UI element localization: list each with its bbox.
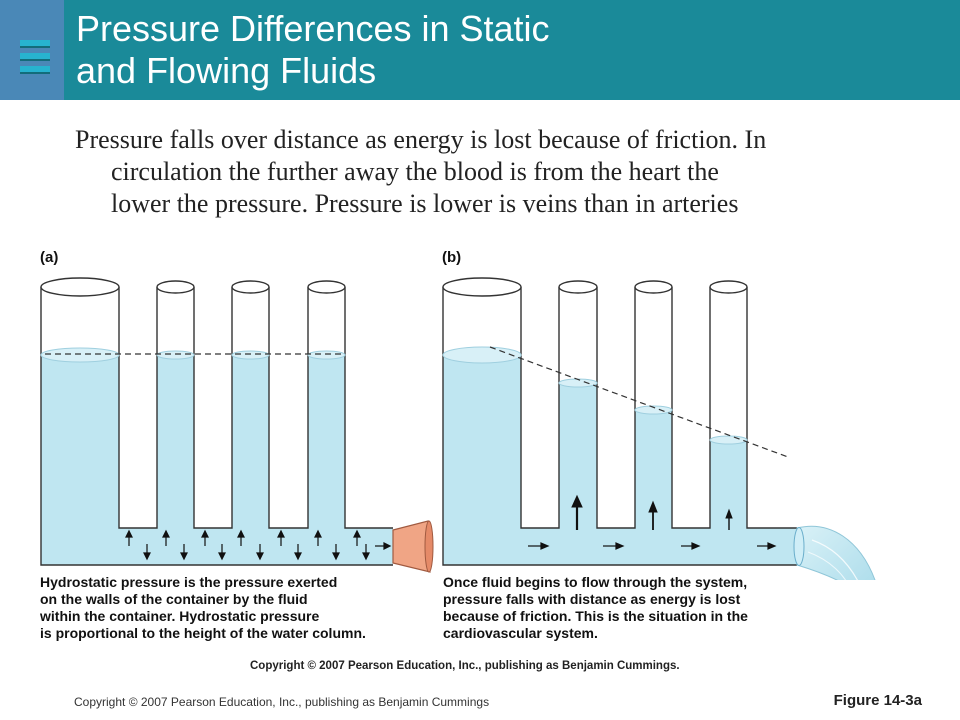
caption-b-line: Once fluid begins to flow through the sy… [443,574,748,590]
panel-b-pressure-arrows [528,494,777,550]
panel-a-static-system [40,277,434,573]
title-line-1: Pressure Differences in Static [76,8,550,49]
caption-b-line: pressure falls with distance as energy i… [443,591,741,607]
footer-copyright: Copyright © 2007 Pearson Education, Inc.… [74,695,490,709]
header-tab [0,0,64,100]
panel-b-water [443,355,797,565]
body-line-2: circulation the further away the blood i… [111,157,719,186]
stopper-icon [392,520,434,573]
caption-a-line: within the container. Hydrostatic pressu… [40,608,320,624]
figure-number-label: Figure 14-3a [833,692,922,709]
caption-b-line: because of friction. This is the situati… [443,608,748,624]
pressure-diagram [40,277,876,580]
caption-a-line: on the walls of the container by the flu… [40,591,308,607]
caption-b-line: cardiovascular system. [443,625,598,641]
panel-b-label: (b) [442,249,462,266]
body-line-3: lower the pressure. Pressure is lower is… [111,189,739,218]
panel-a-pressure-arrows [125,529,392,561]
caption-a: Hydrostatic pressure is the pressure exe… [40,574,420,642]
title-line-2: and Flowing Fluids [76,50,377,91]
caption-a-line: is proportional to the height of the wat… [40,625,366,641]
figure-copyright: Copyright © 2007 Pearson Education, Inc.… [250,660,680,672]
panel-a-water [41,355,393,565]
water-outflow-icon [793,525,876,580]
slide-body-text: Pressure falls over distance as energy i… [75,124,935,220]
caption-a-line: Hydrostatic pressure is the pressure exe… [40,574,338,590]
panel-b-flowing-system [442,277,876,580]
slide-header: Pressure Differences in Static and Flowi… [0,0,960,100]
body-line-1: Pressure falls over distance as energy i… [75,125,767,154]
panel-a-label: (a) [40,249,59,266]
caption-b: Once fluid begins to flow through the sy… [443,574,823,642]
slide-title: Pressure Differences in Static and Flowi… [76,8,946,92]
list-icon[interactable] [20,40,50,74]
